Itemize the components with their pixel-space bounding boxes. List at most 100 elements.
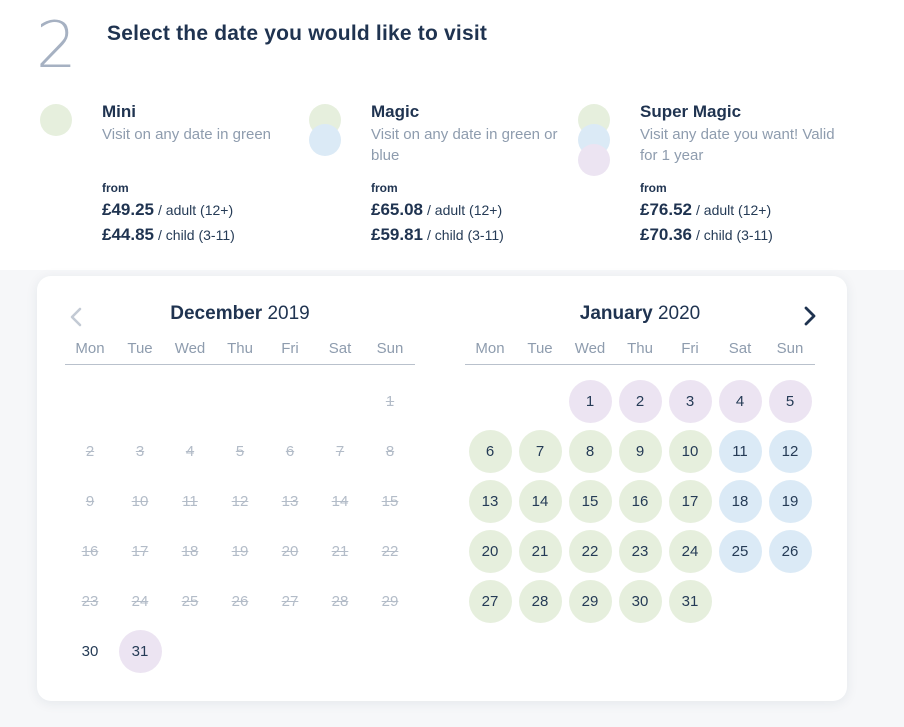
step-number: 2: [36, 9, 77, 83]
calendar-day: 5: [235, 443, 245, 460]
adult-label: / adult (12+): [427, 202, 503, 218]
month-name: January: [579, 303, 653, 324]
calendar-day[interactable]: 21: [518, 530, 562, 573]
weekday-label: Wed: [174, 340, 206, 357]
calendar-day: 17: [131, 543, 149, 560]
calendar-day[interactable]: 9: [618, 430, 662, 473]
calendar-day[interactable]: 23: [618, 530, 662, 573]
calendar-day[interactable]: 31: [118, 630, 162, 673]
calendar-day: 14: [331, 493, 349, 510]
calendar-day[interactable]: 6: [468, 430, 512, 473]
calendar-day[interactable]: 16: [618, 480, 662, 523]
calendar-day[interactable]: 31: [668, 580, 712, 623]
child-price-row: £70.36/ child (3-11): [640, 225, 773, 245]
calendar-day: 27: [281, 593, 299, 610]
calendar-day[interactable]: 18: [718, 480, 762, 523]
calendar-day[interactable]: 5: [768, 380, 812, 423]
weekday-label: Tue: [527, 340, 553, 357]
calendar-day[interactable]: 28: [518, 580, 562, 623]
calendar-day: 13: [281, 493, 299, 510]
calendar-day[interactable]: 17: [668, 480, 712, 523]
adult-price-row: £65.08/ adult (12+): [371, 200, 502, 220]
month-december: December 2019 Mon Tue Wed Thu Fri Sat Sun 1 2 3 4 5…: [65, 276, 415, 696]
adult-price-row: £49.25/ adult (12+): [102, 200, 233, 220]
blue-dot-icon: [309, 124, 341, 156]
calendar-day[interactable]: 20: [468, 530, 512, 573]
calendar-day: 24: [131, 593, 149, 610]
calendar-day[interactable]: 24: [668, 530, 712, 573]
calendar-day: 25: [181, 593, 199, 610]
weekday-label: Thu: [627, 340, 653, 357]
calendar-day[interactable]: 30: [81, 643, 99, 660]
calendar-day: 2: [85, 443, 95, 460]
calendar-day[interactable]: 2: [618, 380, 662, 423]
calendar-day[interactable]: 1: [568, 380, 612, 423]
ticket-option: Super Magic Visit any date you want! Val…: [578, 100, 848, 260]
child-price: £44.85: [102, 225, 154, 244]
weekday-label: Mon: [475, 340, 505, 357]
calendar-day: 28: [331, 593, 349, 610]
calendar-day[interactable]: 12: [768, 430, 812, 473]
calendar-day[interactable]: 15: [568, 480, 612, 523]
ticket-description: Visit any date you want! Valid for 1 yea…: [640, 126, 835, 164]
calendar-day[interactable]: 26: [768, 530, 812, 573]
child-label: / child (3-11): [427, 227, 504, 243]
calendar-day[interactable]: 29: [568, 580, 612, 623]
calendar-day[interactable]: 8: [568, 430, 612, 473]
calendar-day[interactable]: 30: [618, 580, 662, 623]
calendar-day: 18: [181, 543, 199, 560]
adult-price-row: £76.52/ adult (12+): [640, 200, 771, 220]
calendar-day: 29: [381, 593, 399, 610]
calendar-day[interactable]: 10: [668, 430, 712, 473]
calendar-day: 19: [231, 543, 249, 560]
adult-price: £76.52: [640, 200, 692, 219]
weekday-label: Sat: [328, 340, 352, 357]
calendar-day: 11: [182, 493, 198, 510]
green-dot-icon: [40, 104, 72, 136]
calendar-day: 16: [81, 543, 99, 560]
weekday-label: Sun: [776, 340, 804, 357]
calendar-day: 12: [231, 493, 249, 510]
month-title: December 2019: [65, 303, 415, 325]
calendar-day: 23: [81, 593, 99, 610]
calendar-day[interactable]: 14: [518, 480, 562, 523]
adult-price: £65.08: [371, 200, 423, 219]
weekday-label: Mon: [75, 340, 105, 357]
ticket-description: Visit on any date in green or blue: [371, 126, 558, 164]
weekday-header: Mon Tue Wed Thu Fri Sat Sun: [465, 340, 815, 365]
child-label: / child (3-11): [696, 227, 773, 243]
calendar-day: 8: [385, 443, 395, 460]
adult-label: / adult (12+): [158, 202, 234, 218]
calendar-day: 26: [231, 593, 249, 610]
calendar-day: 15: [381, 493, 399, 510]
calendar-day[interactable]: 19: [768, 480, 812, 523]
page-title: Select the date you would like to visit: [107, 22, 488, 45]
chevron-right-icon[interactable]: [800, 304, 820, 328]
calendar-day[interactable]: 22: [568, 530, 612, 573]
calendar-day[interactable]: 25: [718, 530, 762, 573]
calendar-day[interactable]: 3: [668, 380, 712, 423]
calendar-day: 10: [131, 493, 149, 510]
calendar-day: 9: [85, 493, 95, 510]
weekday-header: Mon Tue Wed Thu Fri Sat Sun: [65, 340, 415, 365]
calendar-day[interactable]: 11: [718, 430, 762, 473]
calendar-day[interactable]: 7: [518, 430, 562, 473]
top-band: [0, 0, 904, 270]
month-title: January 2020: [465, 303, 815, 325]
calendar-day[interactable]: 4: [718, 380, 762, 423]
adult-price: £49.25: [102, 200, 154, 219]
calendar-day[interactable]: 27: [468, 580, 512, 623]
weekday-label: Tue: [127, 340, 153, 357]
calendar-day: 3: [135, 443, 145, 460]
chevron-left-icon[interactable]: [67, 305, 87, 329]
from-label: from: [102, 181, 129, 195]
calendar-card: December 2019 Mon Tue Wed Thu Fri Sat Sun 1 2 3 4 5…: [37, 276, 847, 701]
child-price-row: £44.85/ child (3-11): [102, 225, 235, 245]
ticket-name: Mini: [102, 102, 136, 121]
month-year: 2019: [267, 303, 310, 324]
ticket-name: Super Magic: [640, 102, 742, 121]
adult-label: / adult (12+): [696, 202, 772, 218]
calendar-day[interactable]: 13: [468, 480, 512, 523]
weekday-label: Thu: [227, 340, 253, 357]
calendar-day: 20: [281, 543, 299, 560]
